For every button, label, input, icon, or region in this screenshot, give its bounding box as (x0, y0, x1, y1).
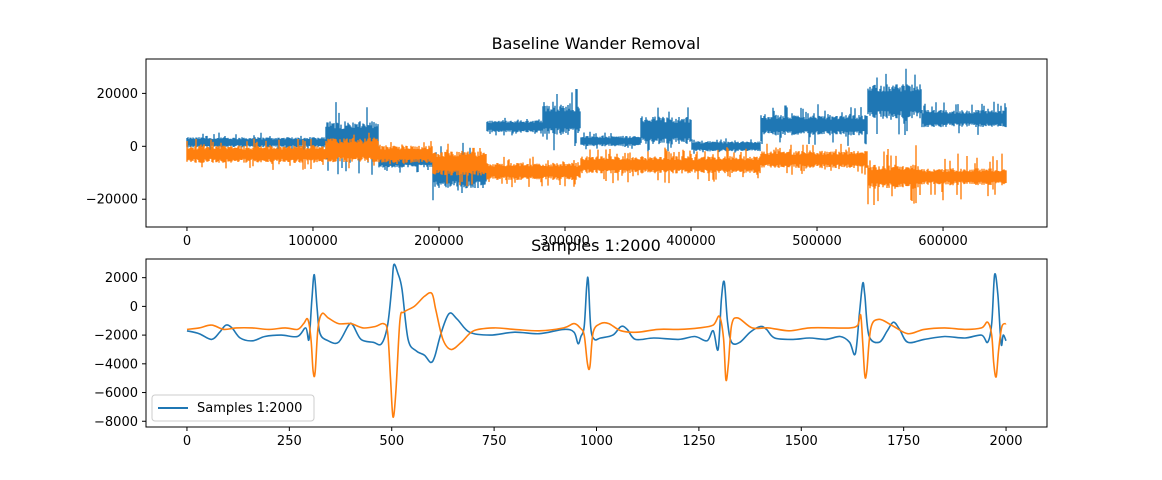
x-tick-label: 2000 (989, 434, 1022, 449)
bottom-chart-y-axis: −8000 −6000 −4000 −2000 0 2000 (94, 271, 146, 430)
x-tick-label: 1000 (580, 434, 613, 449)
x-tick-label: 750 (482, 434, 507, 449)
x-tick-label: 400000 (666, 234, 716, 249)
legend: Samples 1:2000 (151, 394, 315, 422)
x-tick-label: 250 (277, 434, 302, 449)
top-chart-x-axis: 0 100000 200000 300000 400000 500000 600000 (183, 227, 968, 249)
x-tick-label: 500 (379, 434, 404, 449)
bottom-chart: Samples 1:2000 0 250 500 750 1000 1250 1500 175… (94, 236, 1048, 449)
x-tick-label: 600000 (918, 234, 968, 249)
bottom-chart-title: Samples 1:2000 (531, 236, 661, 255)
bottom-series-line (186, 291, 1007, 419)
legend-label: Samples 1:2000 (197, 401, 302, 416)
x-tick-label: 500000 (792, 234, 842, 249)
x-tick-label: 1500 (785, 434, 818, 449)
y-tick-label: −20000 (86, 193, 138, 208)
y-tick-label: −2000 (94, 329, 138, 344)
y-tick-label: −4000 (94, 357, 138, 372)
top-chart-series-group (186, 68, 1007, 205)
y-tick-label: 20000 (97, 87, 138, 102)
y-tick-label: 0 (130, 300, 138, 315)
top-chart-title: Baseline Wander Removal (492, 34, 701, 53)
top-series-line (186, 132, 1007, 205)
bottom-series-line (186, 263, 1007, 364)
x-tick-label: 0 (183, 234, 191, 249)
x-tick-label: 1250 (682, 434, 715, 449)
x-tick-label: 100000 (288, 234, 338, 249)
top-chart-frame (145, 58, 1048, 228)
x-tick-label: 300000 (540, 234, 590, 249)
top-chart-y-axis: −20000 0 20000 (86, 87, 146, 208)
x-tick-label: 1750 (887, 434, 920, 449)
x-tick-label: 200000 (414, 234, 464, 249)
y-tick-label: −8000 (94, 415, 138, 430)
bottom-chart-x-axis: 0 250 500 750 1000 1250 1500 1750 2000 (183, 427, 1023, 449)
top-chart: Baseline Wander Removal 0 100000 200000 300… (86, 34, 1048, 249)
y-tick-label: 2000 (105, 271, 138, 286)
bottom-chart-series-group (186, 263, 1007, 419)
y-tick-label: −6000 (94, 386, 138, 401)
x-tick-label: 0 (183, 434, 191, 449)
y-tick-label: 0 (130, 140, 138, 155)
legend-box (151, 394, 315, 422)
